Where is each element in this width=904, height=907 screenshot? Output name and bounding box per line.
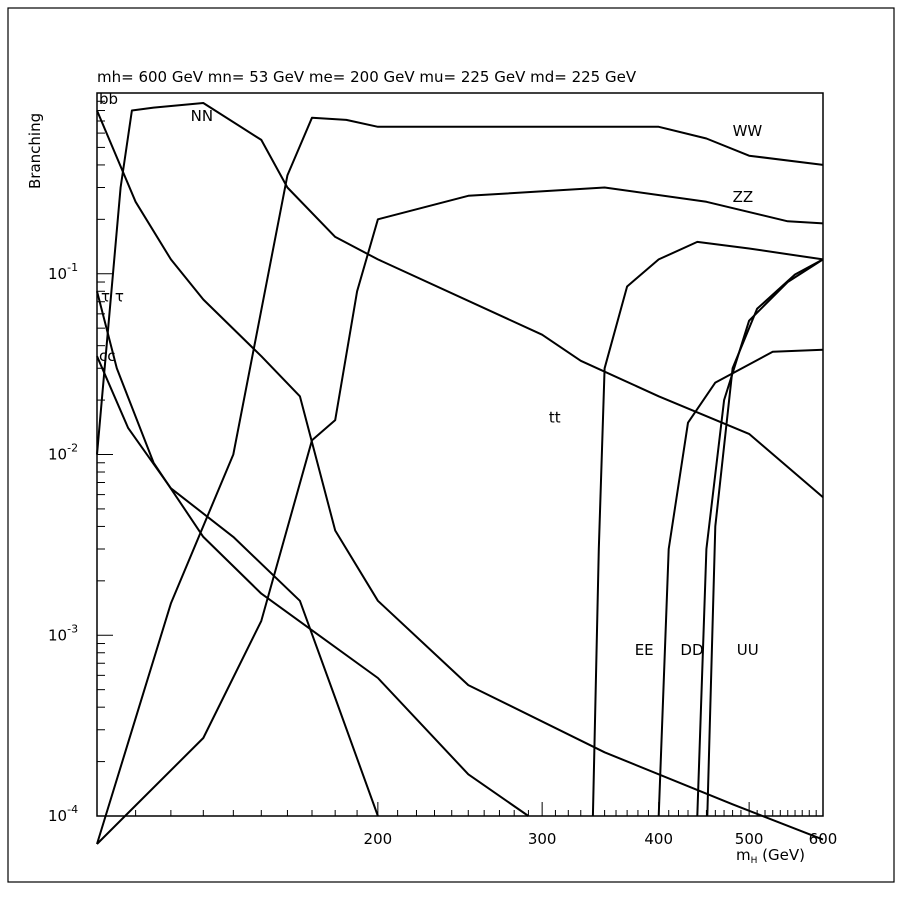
y-tick-label: 10-3	[48, 622, 78, 644]
y-tick-exponent: -2	[67, 442, 78, 455]
curve-label: ZZ	[733, 188, 754, 206]
x-tick-label: 200	[364, 830, 393, 848]
y-tick-exponent: -1	[67, 261, 78, 274]
curve-label: EE	[635, 641, 654, 659]
y-axis-label: Branching	[26, 113, 44, 189]
x-tick-label: 300	[528, 830, 557, 848]
y-tick-base: 10	[48, 446, 67, 464]
labels-layer: bb NN WW ZZ τ τ cc tt EE DD UU	[99, 90, 762, 659]
y-tick-exponent: -3	[67, 622, 78, 635]
x-axis-label-sub: H	[751, 856, 758, 866]
series-bb-line	[96, 110, 824, 841]
curves-layer	[96, 102, 824, 845]
series-DD-line	[696, 258, 824, 817]
x-tick-label: 500	[735, 830, 764, 848]
plot-frame	[96, 92, 824, 817]
x-axis-label-main: m	[736, 846, 751, 864]
outer-frame	[7, 7, 895, 883]
y-tick-base: 10	[48, 265, 67, 283]
curve-label: UU	[737, 641, 759, 659]
y-tick-label: 10-1	[48, 261, 78, 283]
x-axis-label-unit: (GeV)	[757, 846, 805, 864]
series-UU-line	[706, 258, 824, 817]
y-tick-label: 10-2	[48, 442, 78, 464]
series-WW-line	[96, 116, 824, 845]
curve-label: cc	[99, 347, 116, 365]
x-tick-label: 400	[644, 830, 673, 848]
series-ZZ-line	[96, 186, 824, 845]
y-tick-exponent: -4	[67, 803, 78, 816]
curve-label: DD	[680, 641, 703, 659]
x-axis-label: mH (GeV)	[736, 846, 805, 866]
chart-title: mh= 600 GeV mn= 53 GeV me= 200 GeV mu= 2…	[97, 68, 637, 86]
curve-label: bb	[99, 90, 118, 108]
series-cc-line	[96, 355, 379, 817]
y-tick-base: 10	[48, 807, 67, 825]
curve-label: NN	[191, 107, 213, 125]
curve-label: τ τ	[101, 288, 124, 306]
y-tick-label: 10-4	[48, 803, 78, 825]
y-tick-base: 10	[48, 626, 67, 644]
series-EE-line	[657, 348, 824, 817]
series-tt-line	[591, 240, 824, 817]
curve-label: WW	[733, 122, 763, 140]
series-NN-line	[96, 102, 824, 499]
curve-label: tt	[549, 409, 561, 427]
series-tau-tau-line	[96, 291, 529, 817]
